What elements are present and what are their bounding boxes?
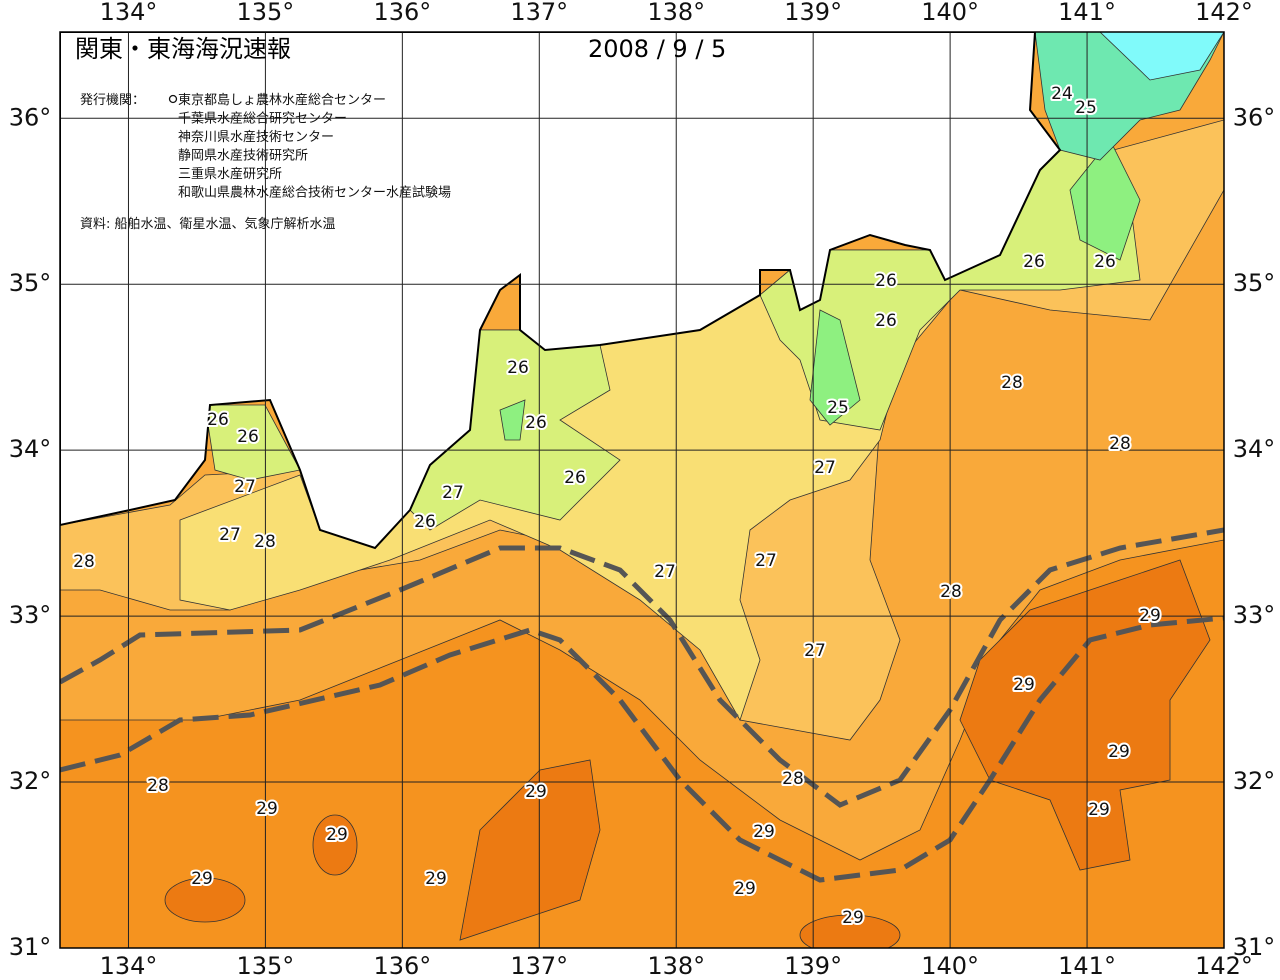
map-title: 関東・東海海況速報 [75, 35, 291, 63]
x-tick-label: 139° [784, 0, 842, 26]
contour-label: 26 [564, 468, 586, 488]
contour-label: 29 [425, 869, 447, 889]
contour-label: 26 [237, 427, 259, 447]
contour-label: 29 [842, 908, 864, 928]
grid [60, 32, 1224, 948]
contour-label: 29 [1088, 800, 1110, 820]
map-date: 2008 / 9 / 5 [588, 35, 726, 63]
contour-label: 29 [256, 799, 278, 819]
contour-label: 27 [804, 641, 826, 661]
sea-29-warm [959, 559, 1211, 871]
contour-label: 24 [1051, 84, 1073, 104]
sea-25 [499, 399, 526, 441]
sea-29-warm [459, 759, 601, 941]
x-tick-label: 142° [1195, 952, 1253, 980]
y-tick-label: 31° [9, 933, 52, 961]
contour-label: 26 [875, 311, 897, 331]
contour-label: 29 [734, 879, 756, 899]
publisher: 千葉県水産総合研究センター [178, 111, 347, 127]
map-frame [59, 31, 1225, 949]
x-tick-label: 135° [237, 952, 295, 980]
contour-label: 27 [219, 525, 241, 545]
contour-label: 26 [207, 410, 229, 430]
sea-29-warm [799, 914, 901, 948]
source-note: 資料: 船舶水温、衛星水温、気象庁解析水温 [80, 216, 336, 232]
contour-label: 26 [525, 413, 547, 433]
contour-label: 29 [525, 782, 547, 802]
contour-label: 29 [1108, 742, 1130, 762]
x-tick-label: 140° [921, 0, 979, 26]
publisher: 東京都島しょ農林水産総合センター [178, 92, 386, 108]
x-tick-label: 134° [100, 0, 158, 26]
x-tick-label: 142° [1195, 0, 1253, 26]
publishers: 東京都島しょ農林水産総合センター千葉県水産総合研究センター神奈川県水産技術センタ… [168, 92, 451, 201]
sea-29-warm [164, 877, 246, 923]
y-tick-label: 32° [9, 767, 52, 795]
x-tick-label: 136° [373, 0, 431, 26]
contour-label: 26 [414, 512, 436, 532]
sea-25 [809, 309, 861, 426]
x-tick-label: 136° [373, 952, 431, 980]
contour-label: 25 [827, 398, 849, 418]
publisher-label: 発行機関： [80, 93, 145, 108]
y-tick-label: 31° [1233, 933, 1276, 961]
x-tick-label: 135° [237, 0, 295, 26]
land [60, 32, 1062, 550]
y-tick-label: 35° [1233, 269, 1276, 297]
contour-label: 27 [442, 483, 464, 503]
publisher: 静岡県水産技術研究所 [178, 148, 308, 164]
contour-label: 29 [1013, 675, 1035, 695]
y-tick-label: 34° [1233, 435, 1276, 463]
contour-label: 29 [1139, 606, 1161, 626]
publisher: 和歌山県農林水産総合技術センター水産試験場 [178, 185, 451, 201]
kuroshio-line [60, 527, 1224, 808]
x-tick-label: 140° [921, 952, 979, 980]
y-tick-label: 36° [1233, 103, 1276, 131]
contour-label: 26 [1094, 252, 1116, 272]
x-tick-label: 137° [510, 952, 568, 980]
contour-label: 28 [147, 776, 169, 796]
contour-label: 28 [1109, 434, 1131, 454]
x-tick-label: 138° [647, 952, 705, 980]
y-tick-label: 36° [9, 103, 52, 131]
x-tick-label: 139° [784, 952, 842, 980]
contour-label: 28 [73, 552, 95, 572]
y-tick-label: 33° [9, 601, 52, 629]
y-tick-label: 33° [1233, 601, 1276, 629]
contour-label: 28 [782, 769, 804, 789]
contour-label: 25 [1075, 98, 1097, 118]
x-tick-label: 141° [1058, 0, 1116, 26]
publisher: 三重県水産研究所 [178, 166, 282, 182]
contour-label: 28 [254, 532, 276, 552]
y-tick-label: 35° [9, 269, 52, 297]
x-tick-label: 138° [647, 0, 705, 26]
contour-label: 29 [326, 825, 348, 845]
contour-label: 26 [875, 271, 897, 291]
contour-label: 27 [755, 551, 777, 571]
contour-label: 26 [1023, 252, 1045, 272]
y-tick-label: 34° [9, 435, 52, 463]
contour-label: 28 [940, 582, 962, 602]
x-tick-label: 137° [510, 0, 568, 26]
y-tick-label: 32° [1233, 767, 1276, 795]
sea-23 [1099, 32, 1224, 81]
publisher: 神奈川県水産技術センター [178, 129, 334, 145]
contour-label: 28 [1001, 373, 1023, 393]
sea-29-warm [312, 814, 358, 876]
kuroshio-line [60, 615, 1224, 883]
sea-26 [204, 404, 301, 481]
x-tick-label: 134° [100, 952, 158, 980]
contour-label: 29 [191, 869, 213, 889]
contour-label: 29 [753, 822, 775, 842]
x-tick-label: 141° [1058, 952, 1116, 980]
axis-ticks: 134° 134° 135° 135° 136° 136° 137° 137° 138° 138°… [9, 0, 1276, 980]
contour-label: 27 [234, 477, 256, 497]
contour-label: 27 [814, 458, 836, 478]
contour-label: 27 [654, 562, 676, 582]
publisher-marker [168, 94, 178, 104]
contour-label: 26 [507, 358, 529, 378]
